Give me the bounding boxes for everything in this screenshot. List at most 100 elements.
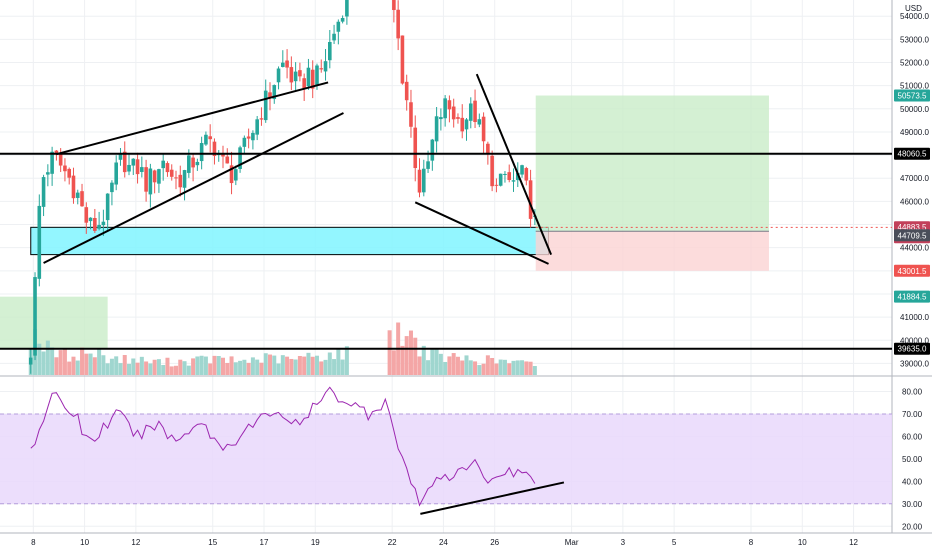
candle-up xyxy=(28,357,33,365)
rsi-tick-label: 40.00 xyxy=(902,477,923,486)
rising-wedge-upper xyxy=(56,81,329,156)
volume-bar-up xyxy=(280,355,285,375)
candle-up xyxy=(345,0,349,17)
price-label-text: 44883.5 xyxy=(898,223,927,232)
candle-down xyxy=(319,68,324,70)
earlier-profit-zone xyxy=(0,296,108,349)
price-label-tag xyxy=(894,342,930,355)
candle-up xyxy=(234,169,238,181)
volume-bar-up xyxy=(276,363,281,375)
candle-up xyxy=(477,119,482,125)
volume-bar-up xyxy=(340,359,345,375)
volume-bar-up xyxy=(464,355,469,375)
volume-bar-down xyxy=(221,357,225,375)
candle-down xyxy=(494,184,499,186)
volume-bar-down xyxy=(413,337,418,375)
volume-bar-down xyxy=(524,361,529,375)
currency-label: USD xyxy=(905,4,922,13)
volume-bar-down xyxy=(135,362,140,375)
candle-down xyxy=(208,136,212,140)
time-axis[interactable]: 8 10 12 15 17 19 22 24 26 Mar 3 5 8 10 12 xyxy=(31,538,858,547)
candle-down xyxy=(221,153,225,157)
volume-bar-up xyxy=(250,357,255,375)
volume-bar-down xyxy=(302,356,307,375)
volume-bar-down xyxy=(391,350,396,375)
candle-down xyxy=(392,0,396,11)
time-tick-label: 22 xyxy=(388,538,397,547)
volume-bar-up xyxy=(498,359,503,375)
volume-bar-up xyxy=(430,348,435,375)
volume-bar-down xyxy=(67,361,72,375)
loss-zone xyxy=(535,231,769,271)
volume-bar-up xyxy=(105,363,110,375)
volume-bar-down xyxy=(417,356,422,375)
rsi-tick-label: 50.00 xyxy=(902,455,923,464)
volume-bar-up xyxy=(477,365,482,375)
rising-wedge-lower xyxy=(43,112,344,264)
candle-down xyxy=(417,169,422,193)
volume-bar-down xyxy=(473,361,478,375)
volume-bar-up xyxy=(101,355,106,375)
rsi-axis[interactable]: 20.00 30.00 40.00 50.00 60.00 70.00 80.00 xyxy=(902,387,923,531)
volume-bar-down xyxy=(455,356,460,375)
volume-bar-down xyxy=(54,357,59,375)
volume-bar-down xyxy=(62,348,67,375)
volume-bar-up xyxy=(114,356,119,375)
candle-down xyxy=(400,35,405,84)
candle-down xyxy=(268,92,272,98)
candle-up xyxy=(204,134,208,145)
volume-bar-down xyxy=(507,363,512,375)
time-tick-label: 19 xyxy=(311,538,320,547)
candle-up xyxy=(161,160,165,169)
volume-bar-up xyxy=(515,360,520,375)
volume-bar-up xyxy=(41,351,46,375)
rsi-tick-label: 80.00 xyxy=(902,387,923,396)
volume-bar-up xyxy=(203,356,208,375)
volume-bar-up xyxy=(50,347,55,375)
price-tick-label: 41000.0 xyxy=(900,313,929,322)
rsi-tick-label: 20.00 xyxy=(902,522,923,531)
drawings xyxy=(0,73,892,350)
candle-up xyxy=(464,119,469,130)
candle-up xyxy=(430,139,435,161)
candle-down xyxy=(285,60,289,68)
candle-up xyxy=(195,161,200,166)
candle-down xyxy=(212,141,217,157)
time-tick-label: 8 xyxy=(31,538,36,547)
rsi-trendline xyxy=(420,481,565,515)
candle-down xyxy=(456,117,460,119)
volume-bar-up xyxy=(139,356,144,375)
candle-down xyxy=(259,118,264,120)
falling-wedge-lower xyxy=(414,201,549,265)
candle-down xyxy=(174,177,178,179)
price-label-tag xyxy=(894,147,930,160)
volume-bar-up xyxy=(511,360,516,375)
candles xyxy=(28,0,537,374)
candle-up xyxy=(33,277,37,356)
volume-bar-up xyxy=(156,359,161,375)
volume-bar-up xyxy=(426,360,431,375)
candle-down xyxy=(302,78,306,89)
volume-bar-up xyxy=(532,366,537,375)
time-tick-label: 26 xyxy=(490,538,499,547)
volume-bar-down xyxy=(191,358,196,375)
volume-bar-up xyxy=(336,349,341,375)
volume-bar-down xyxy=(285,356,290,375)
time-tick-label: 17 xyxy=(260,538,269,547)
candle-up xyxy=(46,172,50,175)
time-tick-label: 12 xyxy=(849,538,858,547)
volume-bar-down xyxy=(267,354,272,375)
volume-bar-down xyxy=(122,355,127,375)
candle-up xyxy=(332,33,336,41)
volume-bar-down xyxy=(408,330,413,375)
candle-up xyxy=(148,168,153,195)
candle-up xyxy=(97,224,101,229)
volume-bar-up xyxy=(520,360,525,375)
candle-down xyxy=(80,191,84,207)
candle-down xyxy=(54,150,59,155)
volume-bar-up xyxy=(182,361,187,375)
candle-down xyxy=(409,102,413,127)
candle-up xyxy=(118,153,123,160)
candle-down xyxy=(229,165,234,184)
